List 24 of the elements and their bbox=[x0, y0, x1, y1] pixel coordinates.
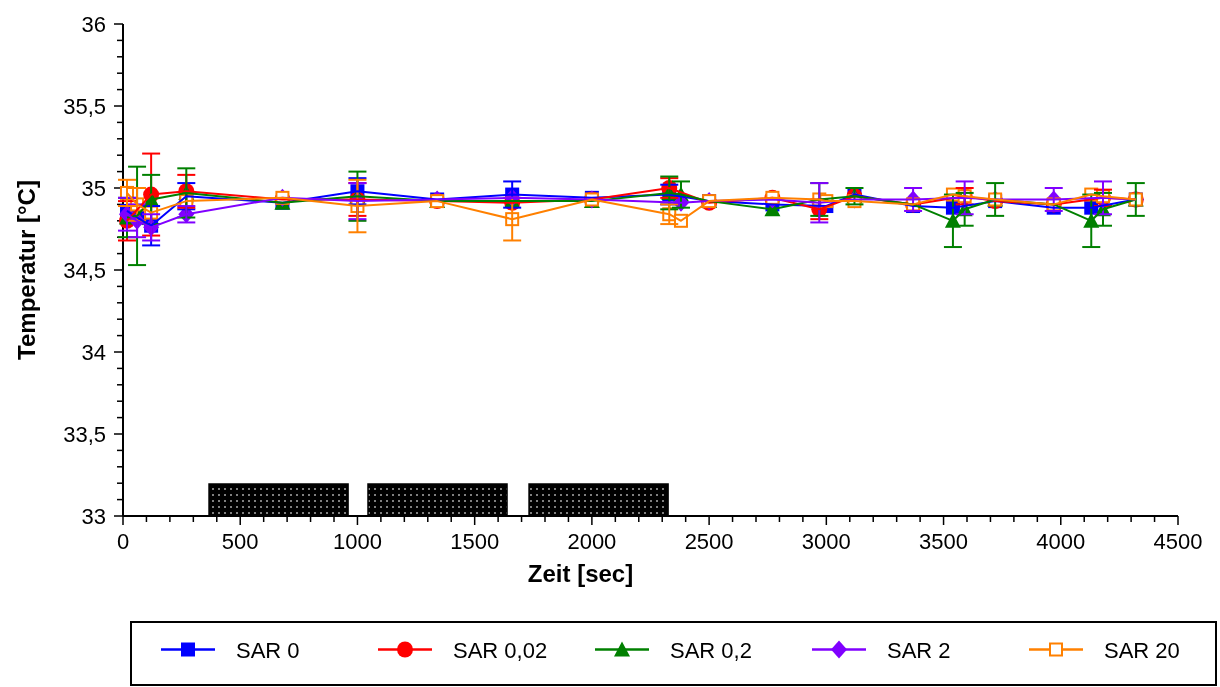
x-tick-label: 500 bbox=[221, 529, 259, 554]
y-tick-label: 33,5 bbox=[63, 422, 106, 447]
y-tick-label: 33 bbox=[81, 504, 106, 529]
y-tick-label: 35 bbox=[81, 176, 106, 201]
y-tick-label: 34 bbox=[81, 340, 106, 365]
legend-label: SAR 0,2 bbox=[670, 637, 752, 663]
legend-label: SAR 20 bbox=[1104, 637, 1180, 663]
x-tick-label: 3500 bbox=[919, 529, 969, 554]
x-tick-label: 4500 bbox=[1153, 529, 1203, 554]
legend-label: SAR 2 bbox=[887, 637, 951, 663]
x-tick-label: 2000 bbox=[567, 529, 617, 554]
y-tick-label: 36 bbox=[81, 12, 106, 37]
y-tick-label: 34,5 bbox=[63, 258, 106, 283]
legend-label: SAR 0,02 bbox=[453, 637, 548, 663]
x-tick-label: 1000 bbox=[332, 529, 382, 554]
x-tick-label: 2500 bbox=[684, 529, 734, 554]
x-tick-label: 4000 bbox=[1036, 529, 1086, 554]
legend-label: SAR 0 bbox=[236, 637, 300, 663]
x-tick-label: 3000 bbox=[801, 529, 851, 554]
y-tick-label: 35,5 bbox=[63, 94, 106, 119]
x-tick-label: 1500 bbox=[450, 529, 500, 554]
x-tick-label: 0 bbox=[116, 529, 130, 554]
y-axis-title: Temperatur [°C] bbox=[13, 180, 40, 360]
x-axis-title: Zeit [sec] bbox=[527, 560, 634, 587]
